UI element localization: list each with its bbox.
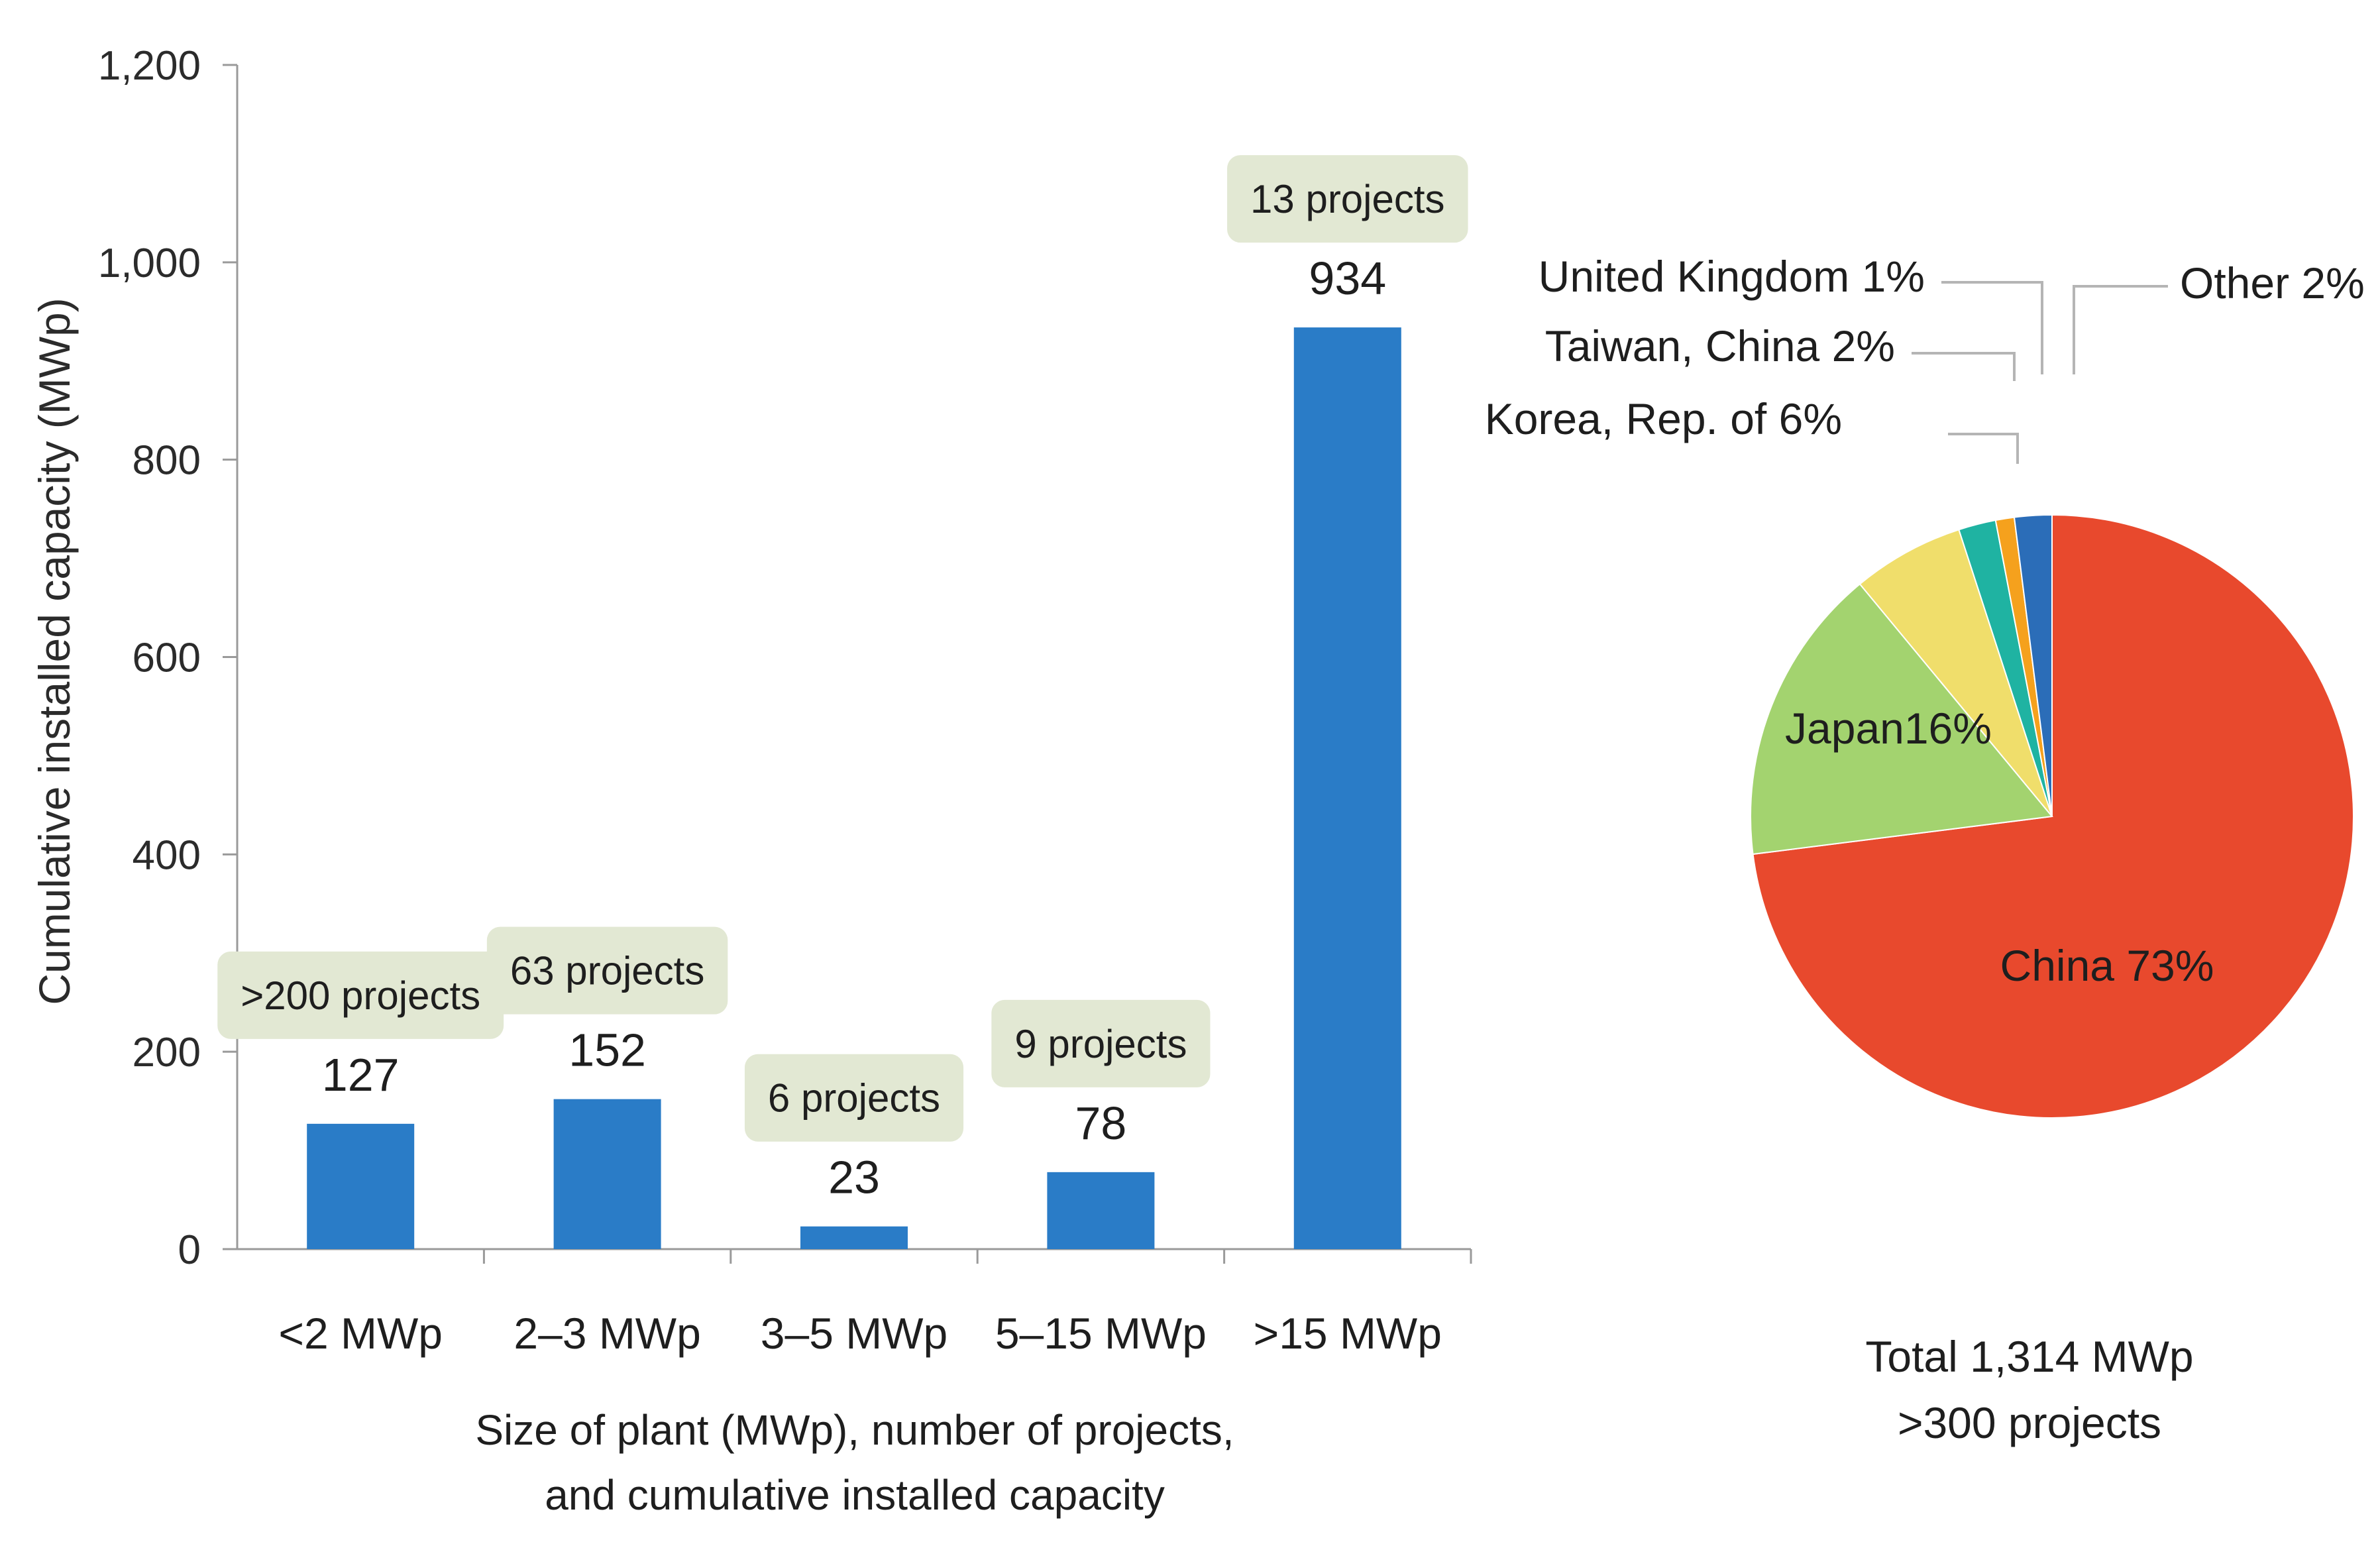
bar-value-label: 152 (568, 1024, 646, 1076)
project-count-box (991, 999, 1211, 1087)
pie-slice-other (2013, 514, 2053, 817)
project-count-label: >200 projects (241, 973, 480, 1018)
y-tick-label: 1,000 (98, 241, 201, 286)
leader-other (2073, 285, 2168, 374)
pie-total-line-1: Total 1,314 MWp (1865, 1332, 2193, 1381)
project-count-box (1227, 155, 1468, 243)
x-category-label: >15 MWp (1254, 1309, 1442, 1358)
x-category-label: 3–5 MWp (761, 1309, 947, 1358)
pie-label-korea: Korea, Rep. of 6% (1485, 394, 1842, 443)
bar-value-label: 127 (322, 1049, 400, 1101)
x-axis-label-line-2: and cumulative installed capacity (545, 1471, 1165, 1519)
bar-value-label: 78 (1075, 1097, 1126, 1149)
bar-value-label: 934 (1309, 252, 1386, 304)
project-count-box (217, 951, 504, 1039)
project-count-box (486, 926, 728, 1015)
project-count-label: 6 projects (768, 1076, 940, 1121)
bar (800, 1226, 908, 1249)
y-axis-label: Cumulative installed capacity (MWp) (30, 298, 79, 1005)
project-count-label: 63 projects (510, 949, 705, 993)
bar (1293, 327, 1401, 1249)
project-count-label: 13 projects (1250, 177, 1445, 221)
y-tick-label: 0 (178, 1227, 201, 1273)
project-count-box (744, 1054, 964, 1142)
project-count-label: 9 projects (1014, 1022, 1187, 1066)
bar-value-label: 23 (828, 1152, 880, 1203)
pie-slice-china (1752, 514, 2354, 1119)
y-tick-label: 200 (133, 1030, 201, 1075)
pie-label-china: China 73% (2000, 941, 2214, 990)
leader-taiwan (1912, 352, 2016, 381)
x-axis-label-line-1: Size of plant (MWp), number of projects, (475, 1406, 1234, 1454)
y-tick-label: 800 (133, 438, 201, 484)
y-tick-label: 400 (133, 832, 201, 878)
pie-slice-japan (1750, 583, 2053, 855)
bar (553, 1099, 661, 1249)
bar (307, 1123, 415, 1249)
y-tick-label: 600 (133, 635, 201, 681)
x-category-label: <2 MWp (278, 1309, 443, 1358)
bar (1047, 1172, 1155, 1249)
pie-slice-korea (1859, 529, 2053, 817)
pie-chart: China 73% Japan16% Korea, Rep. of 6% Tai… (1485, 252, 2365, 1447)
pie-label-japan: Japan16% (1785, 704, 1992, 753)
bar-chart: 0 200 400 600 800 1,000 1,200 Cumulative insta… (30, 43, 1472, 1519)
pie-label-other: Other 2% (2180, 258, 2365, 307)
y-tick-label: 1,200 (98, 43, 201, 89)
leader-korea (1948, 433, 2019, 464)
x-category-label: 5–15 MWp (995, 1309, 1207, 1358)
x-category-label: 2–3 MWp (514, 1309, 700, 1358)
pie-label-taiwan: Taiwan, China 2% (1545, 321, 1895, 370)
pie-total-line-2: >300 projects (1898, 1398, 2161, 1447)
pie-label-uk: United Kingdom 1% (1539, 252, 1925, 301)
leader-uk (1941, 281, 2043, 374)
